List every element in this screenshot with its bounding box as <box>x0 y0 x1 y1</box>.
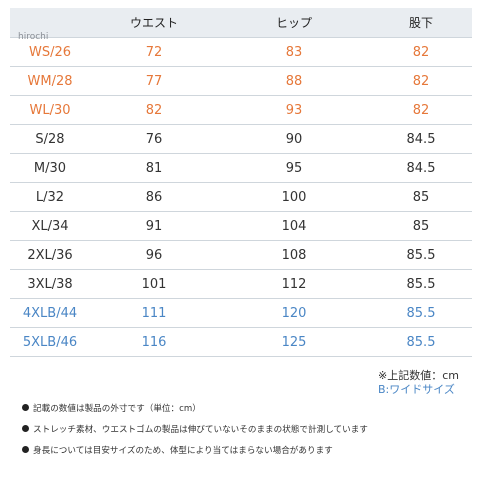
waist-cell: 96 <box>145 247 163 263</box>
hip-cell: 120 <box>281 305 307 321</box>
size-cell: 4XLB/44 <box>22 305 78 321</box>
hip-cell: 83 <box>285 44 303 60</box>
table-row: 4XLB/44 111 120 85.5 <box>10 299 472 328</box>
table-row: L/32 86 100 85 <box>10 183 472 212</box>
bullet-icon <box>22 425 29 432</box>
header-hip: ヒップ <box>275 16 312 30</box>
inseam-cell: 84.5 <box>406 160 436 176</box>
inseam-cell: 82 <box>412 73 430 89</box>
size-cell: WM/28 <box>27 73 73 89</box>
wide-size-note: B:ワイドサイズ <box>378 383 455 396</box>
table-row: WS/26 72 83 82 <box>10 38 472 67</box>
hip-cell: 100 <box>281 189 307 205</box>
waist-cell: 81 <box>145 160 163 176</box>
notes-list: 記載の数値は製品の外寸です（単位：cm） ストレッチ素材、ウエストゴムの製品は伸… <box>22 402 472 465</box>
table-row: M/30 81 95 84.5 <box>10 154 472 183</box>
note-text: 身長については目安サイズのため、体型により当てはまらない場合があります <box>33 446 333 456</box>
inseam-cell: 85.5 <box>406 305 436 321</box>
inseam-cell: 82 <box>412 102 430 118</box>
header-inseam: 股下 <box>408 16 433 30</box>
inseam-cell: 85 <box>412 189 430 205</box>
size-cell: L/32 <box>35 189 65 205</box>
waist-cell: 91 <box>145 218 163 234</box>
note-text: ストレッチ素材、ウエストゴムの製品は伸びていないそのままの状態で計測しています <box>33 425 368 435</box>
size-cell: WS/26 <box>28 44 72 60</box>
hip-cell: 108 <box>281 247 307 263</box>
inseam-cell: 82 <box>412 44 430 60</box>
header-waist: ウエスト <box>129 16 178 30</box>
size-cell: M/30 <box>33 160 67 176</box>
waist-cell: 101 <box>141 276 167 292</box>
table-row: 5XLB/46 116 125 85.5 <box>10 328 472 357</box>
note-item: 身長については目安サイズのため、体型により当てはまらない場合があります <box>22 444 472 465</box>
size-cell: S/28 <box>35 131 65 147</box>
inseam-cell: 85 <box>412 218 430 234</box>
hip-cell: 93 <box>285 102 303 118</box>
waist-cell: 72 <box>145 44 163 60</box>
inseam-cell: 85.5 <box>406 334 436 350</box>
inseam-cell: 85.5 <box>406 247 436 263</box>
hip-cell: 90 <box>285 131 303 147</box>
waist-cell: 82 <box>145 102 163 118</box>
size-table: hirochi ウエスト ヒップ 股下 WS/26 72 83 82 WM/28 77 88… <box>10 8 472 357</box>
table-row: WL/30 82 93 82 <box>10 96 472 125</box>
unit-note: ※上記数値：cm <box>378 369 459 382</box>
table-row: WM/28 77 88 82 <box>10 67 472 96</box>
waist-cell: 111 <box>141 305 167 321</box>
table-row: 3XL/38 101 112 85.5 <box>10 270 472 299</box>
waist-cell: 76 <box>145 131 163 147</box>
table-row: S/28 76 90 84.5 <box>10 125 472 154</box>
table-header-row: hirochi ウエスト ヒップ 股下 <box>10 8 472 42</box>
hip-cell: 125 <box>281 334 307 350</box>
waist-cell: 116 <box>141 334 167 350</box>
table-body: WS/26 72 83 82 WM/28 77 88 82 WL/30 82 93 82 S/28 76 9… <box>10 38 472 357</box>
size-cell: 3XL/38 <box>27 276 73 292</box>
waist-cell: 77 <box>145 73 163 89</box>
inseam-cell: 84.5 <box>406 131 436 147</box>
table-row: XL/34 91 104 85 <box>10 212 472 241</box>
note-item: ストレッチ素材、ウエストゴムの製品は伸びていないそのままの状態で計測しています <box>22 423 472 444</box>
watermark: hirochi <box>18 31 49 42</box>
inseam-cell: 85.5 <box>406 276 436 292</box>
hip-cell: 112 <box>281 276 307 292</box>
size-cell: WL/30 <box>29 102 71 118</box>
hip-cell: 104 <box>281 218 307 234</box>
table-row: 2XL/36 96 108 85.5 <box>10 241 472 270</box>
note-text: 記載の数値は製品の外寸です（単位：cm） <box>33 404 201 414</box>
size-cell: 2XL/36 <box>27 247 73 263</box>
note-item: 記載の数値は製品の外寸です（単位：cm） <box>22 402 472 423</box>
size-cell: 5XLB/46 <box>22 334 78 350</box>
hip-cell: 95 <box>285 160 303 176</box>
bullet-icon <box>22 446 29 453</box>
bullet-icon <box>22 404 29 411</box>
waist-cell: 86 <box>145 189 163 205</box>
size-cell: XL/34 <box>31 218 69 234</box>
hip-cell: 88 <box>285 73 303 89</box>
